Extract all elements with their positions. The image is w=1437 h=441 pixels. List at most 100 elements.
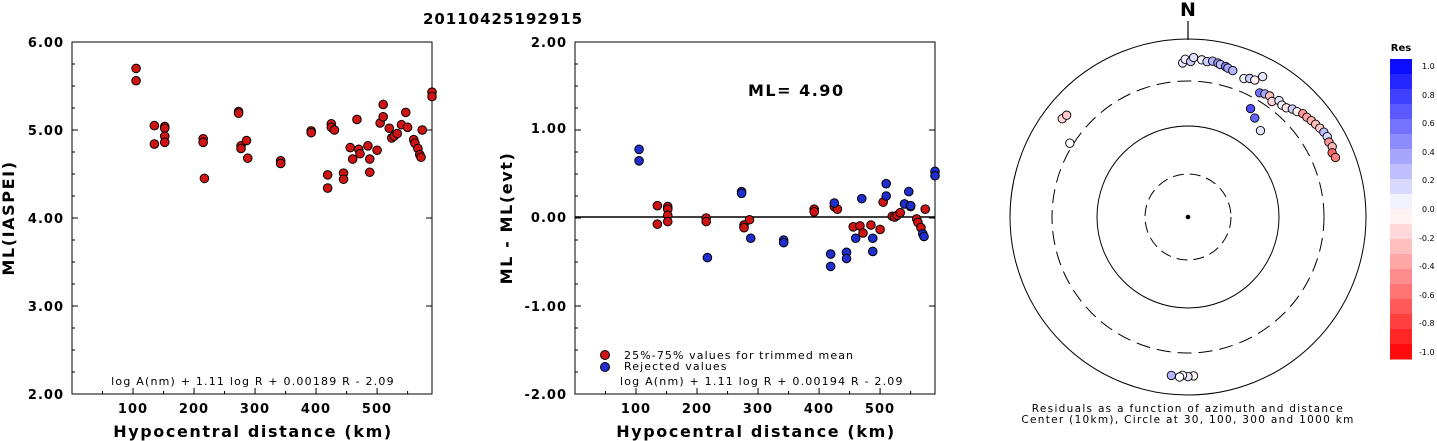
red-data-point <box>866 220 876 230</box>
red-data-point <box>417 125 428 135</box>
blue-data-point <box>856 193 867 204</box>
colorbar-segment <box>1390 104 1412 120</box>
red-data-point <box>364 154 375 164</box>
colorbar-tick-label: 1.0 <box>1422 62 1435 71</box>
colorbar-segment <box>1390 224 1412 240</box>
red-data-point <box>875 224 885 235</box>
residual-points <box>634 144 940 272</box>
residual-station-point <box>1330 152 1341 163</box>
blue-data-point <box>905 200 916 211</box>
red-data-point <box>744 214 755 225</box>
blue-data-point <box>841 253 852 264</box>
x-tick-label: 400 <box>301 402 331 417</box>
colorbar <box>1390 59 1412 360</box>
red-data-point <box>131 63 141 74</box>
legend-red-label: 25%-75% values for trimmed mean <box>624 349 854 362</box>
blue-data-point <box>881 178 891 189</box>
residual-station-point <box>1257 71 1268 82</box>
colorbar-segment <box>1390 59 1412 75</box>
red-data-point <box>363 141 373 151</box>
colorbar-segment <box>1390 209 1412 225</box>
colorbar-segment <box>1390 284 1412 300</box>
red-data-point <box>199 173 210 184</box>
residual-x-axis-label: Hypocentral distance (km) <box>616 422 896 441</box>
ring-30km <box>1144 173 1232 261</box>
red-data-point <box>275 158 286 169</box>
blue-data-point <box>881 191 891 201</box>
y-tick-label: 6.00 <box>28 36 64 51</box>
residual-station-point <box>1250 75 1260 85</box>
x-tick-label: 500 <box>362 402 392 417</box>
red-data-point <box>809 207 819 217</box>
red-data-point <box>149 139 160 149</box>
colorbar-segment <box>1390 134 1412 150</box>
colorbar-title: Res <box>1391 43 1411 54</box>
azimuth-caption-line1: Residuals as a function of azimuth and d… <box>1032 403 1344 415</box>
red-data-point <box>895 207 906 218</box>
ml-panel: 6.00 5.00 4.00 3.00 2.00 100 200 300 400… <box>0 36 437 441</box>
blue-data-point <box>867 246 878 257</box>
colorbar-tick-labels: 1.0 0.8 0.6 0.4 0.2 0.0 -0.2 -0.4 -0.6 -… <box>1419 62 1435 357</box>
red-data-point <box>159 137 170 148</box>
red-data-point <box>701 216 711 227</box>
red-data-point <box>364 167 375 178</box>
x-tick-label: 500 <box>865 402 895 417</box>
red-data-point <box>392 128 403 139</box>
red-data-point <box>345 142 356 153</box>
residual-station-point <box>1166 370 1176 381</box>
colorbar-segment <box>1390 74 1412 90</box>
x-tick-label: 100 <box>118 402 148 417</box>
colorbar-segment <box>1390 344 1412 360</box>
colorbar-tick-label: -0.2 <box>1419 234 1435 243</box>
x-tick-label: 300 <box>240 402 270 417</box>
red-data-point <box>372 145 382 156</box>
colorbar-tick-label: -0.6 <box>1419 291 1435 300</box>
residual-station-point <box>1250 113 1260 123</box>
colorbar-tick-label: 0.6 <box>1422 119 1435 128</box>
colorbar-segment <box>1390 269 1412 285</box>
y-tick-label: 1.00 <box>531 122 567 137</box>
residual-station-point <box>1062 110 1072 120</box>
red-data-point <box>652 200 663 211</box>
red-data-point <box>241 135 252 146</box>
blue-data-point <box>867 233 878 244</box>
blue-data-point <box>825 261 836 272</box>
residual-y-axis-label: ML - ML(evt) <box>497 152 516 285</box>
colorbar-segment <box>1390 239 1412 255</box>
ml-x-axis-label: Hypocentral distance (km) <box>113 422 393 441</box>
red-data-point <box>347 154 358 164</box>
y-tick-label: -2.00 <box>525 388 567 403</box>
y-tick-label: 5.00 <box>28 124 64 139</box>
blue-data-point <box>634 156 644 166</box>
red-data-point <box>159 123 170 134</box>
azimuth-points <box>1057 52 1341 382</box>
blue-data-point <box>745 233 756 244</box>
x-tick-label: 400 <box>804 402 834 417</box>
azimuth-panel: N Residuals as a function of azimuth and… <box>1009 0 1435 426</box>
red-data-point <box>352 114 362 125</box>
ring-300km <box>1051 80 1325 354</box>
legend-red-marker <box>600 350 610 360</box>
ml-y-tick-labels: 6.00 5.00 4.00 3.00 2.00 <box>28 36 64 403</box>
residual-y-tick-labels: 2.00 1.00 0.00 -1.00 -2.00 <box>525 36 567 403</box>
colorbar-segment <box>1390 179 1412 195</box>
red-data-point <box>662 216 673 227</box>
red-data-point <box>739 222 749 233</box>
blue-data-point <box>930 170 940 181</box>
north-label: N <box>1180 0 1196 21</box>
blue-data-point <box>634 144 644 155</box>
red-data-point <box>402 122 413 133</box>
blue-data-point <box>702 252 713 263</box>
colorbar-segment <box>1390 164 1412 180</box>
y-tick-label: 0.00 <box>531 211 567 226</box>
residual-axis-ticks <box>575 41 935 395</box>
red-data-point <box>355 148 365 159</box>
colorbar-segment <box>1390 149 1412 165</box>
x-tick-label: 200 <box>179 402 209 417</box>
ml-axis-ticks <box>72 41 432 395</box>
colorbar-segment <box>1390 314 1412 330</box>
blue-data-point <box>829 198 840 208</box>
red-data-point <box>338 174 349 185</box>
residual-x-tick-labels: 100 200 300 400 500 <box>621 402 895 417</box>
colorbar-segment <box>1390 89 1412 105</box>
